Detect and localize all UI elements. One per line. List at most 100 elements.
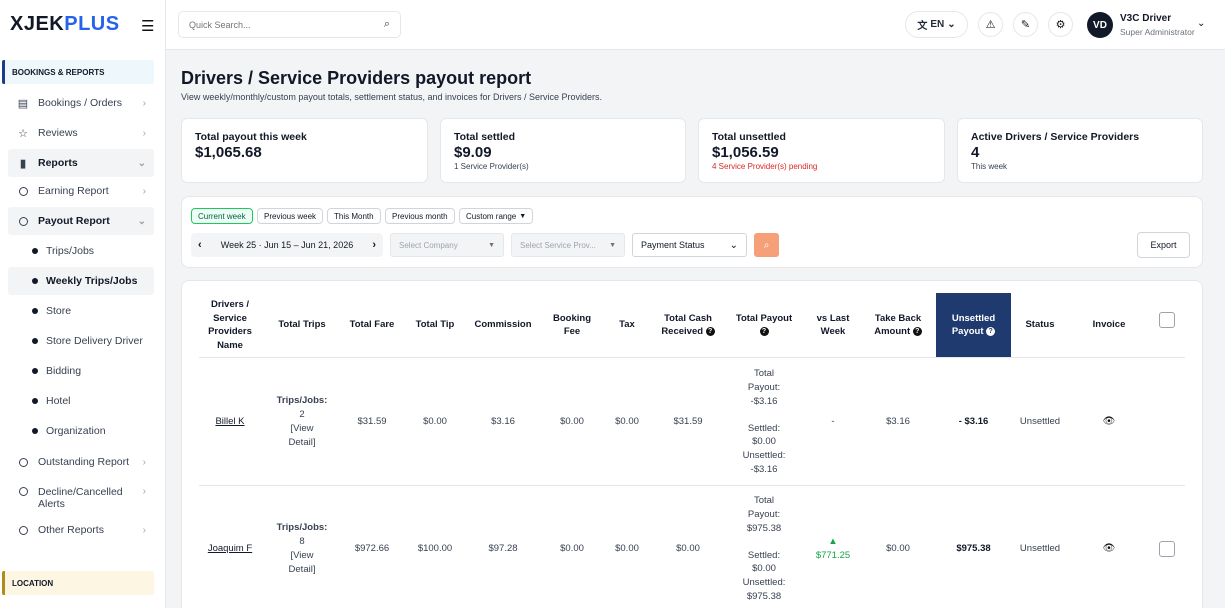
cash-cell: $0.00 [676, 543, 700, 555]
dot-icon [30, 278, 40, 284]
sidebar-item-other-reports[interactable]: Other Reports › [8, 516, 154, 544]
language-selector[interactable]: 文 EN ⌄ [905, 11, 968, 38]
caret-down-icon: ▼ [609, 241, 616, 249]
sidebar-item-trips-jobs[interactable]: Trips/Jobs [8, 237, 154, 265]
commission-cell: $3.16 [491, 416, 515, 428]
range-previous-week[interactable]: Previous week [257, 208, 324, 224]
page-subtitle: View weekly/monthly/custom payout totals… [181, 92, 603, 102]
clipboard-list-icon: ▤ [17, 97, 29, 110]
service-provider-select[interactable]: Select Service Prov... ▼ [511, 233, 625, 257]
topbar: ⌕ 文 EN ⌄ ⚠ ✎ ⚙ VD V3C Driver Super Admin… [166, 0, 1225, 50]
help-icon[interactable]: ? [705, 326, 715, 336]
section-header-bookings: BOOKINGS & REPORTS [2, 60, 154, 84]
bar-chart-icon: ▮ [19, 157, 27, 170]
col-header-cash: Total Cash Received ? [655, 293, 721, 357]
filter-panel: Current week Previous week This Month Pr… [181, 196, 1203, 268]
range-custom[interactable]: Custom range ▼ [459, 208, 534, 224]
dot-icon [30, 368, 40, 374]
sidebar-item-organization[interactable]: Organization [8, 417, 154, 445]
chevron-down-icon: ⌄ [729, 239, 738, 251]
chevron-down-icon: ⌄ [137, 215, 146, 227]
payout-table: Drivers / Service Providers Name Total T… [181, 280, 1203, 608]
help-icon[interactable]: ? [986, 326, 996, 336]
company-select[interactable]: Select Company ▼ [390, 233, 504, 257]
card-total-payout: Total payout this week $1,065.68 [181, 118, 428, 183]
edit-note-icon[interactable]: ✎ [1013, 12, 1038, 37]
dot-icon [30, 428, 40, 434]
alert-triangle-icon[interactable]: ⚠ [978, 12, 1003, 37]
sidebar-item-bookings-orders[interactable]: ▤ Bookings / Orders › [8, 89, 154, 117]
user-name[interactable]: V3C Driver [1120, 13, 1172, 24]
circle-icon [14, 457, 32, 467]
brand-logo[interactable]: XJEKPLUS [10, 13, 120, 35]
payout-cell: Total Payout: -$3.16 Settled: $0.00 Unse… [742, 368, 786, 475]
chevron-right-icon: › [142, 127, 146, 139]
week-selector[interactable]: ‹ Week 25 · Jun 15 – Jun 21, 2026 › [191, 233, 383, 257]
sidebar-item-store[interactable]: Store [8, 297, 154, 325]
sidebar-item-hotel[interactable]: Hotel [8, 387, 154, 415]
chevron-right-icon: › [142, 97, 146, 109]
search-icon[interactable]: ⌕ [383, 18, 390, 30]
section-header-location: LOCATION [2, 571, 154, 595]
search-input[interactable] [189, 19, 359, 30]
col-header-tax: Tax [619, 319, 635, 331]
chevron-down-icon[interactable]: ⌄ [1197, 18, 1206, 29]
sidebar-item-store-delivery-driver[interactable]: Store Delivery Driver [8, 327, 154, 355]
page-title: Drivers / Service Providers payout repor… [181, 68, 532, 88]
quick-search[interactable]: ⌕ [178, 11, 401, 38]
provider-name-link[interactable]: Joaquim F [207, 543, 253, 555]
sidebar: XJEKPLUS ☰ BOOKINGS & REPORTS ▤ Bookings… [0, 0, 166, 608]
sidebar-item-reports[interactable]: ▮ Reports ⌄ [8, 149, 154, 177]
circle-icon [14, 487, 32, 496]
col-header-tip: Total Tip [415, 319, 455, 331]
col-header-invoice: Invoice [1092, 319, 1126, 331]
chevron-left-icon[interactable]: ‹ [198, 239, 202, 251]
gear-icon[interactable]: ⚙ [1048, 12, 1073, 37]
range-current-week[interactable]: Current week [191, 208, 253, 224]
sidebar-item-outstanding-report[interactable]: Outstanding Report › [8, 448, 154, 476]
eye-icon[interactable]: 👁 [1102, 543, 1116, 555]
tax-cell: $0.00 [615, 416, 639, 428]
range-this-month[interactable]: This Month [327, 208, 381, 224]
export-button[interactable]: Export [1137, 232, 1190, 258]
card-total-unsettled: Total unsettled $1,056.59 4 Service Prov… [698, 118, 945, 183]
sidebar-item-earning-report[interactable]: Earning Report › [8, 177, 154, 205]
vs-last-week-cell: - [831, 416, 835, 428]
col-header-trips: Total Trips [278, 319, 326, 331]
caret-down-icon: ▼ [519, 212, 527, 220]
row-checkbox[interactable] [1159, 541, 1175, 557]
take-back-cell: $0.00 [886, 543, 910, 555]
col-header-fare: Total Fare [349, 319, 395, 331]
payment-status-select[interactable]: Payment Status ⌄ [632, 233, 747, 257]
dot-icon [30, 308, 40, 314]
sidebar-item-bidding[interactable]: Bidding [8, 357, 154, 385]
sidebar-item-reviews[interactable]: ☆ Reviews › [8, 119, 154, 147]
chevron-right-icon: › [142, 486, 146, 497]
help-icon[interactable]: ? [759, 326, 769, 336]
view-detail-link[interactable]: [View Detail] [288, 550, 316, 575]
dot-icon [30, 398, 40, 404]
sidebar-item-payout-report[interactable]: Payout Report ⌄ [8, 207, 154, 235]
payout-cell: Total Payout: $975.38 Settled: $0.00 Uns… [742, 495, 786, 602]
tax-cell: $0.00 [615, 543, 639, 555]
col-header-commission: Commission [474, 319, 532, 331]
col-header-booking-fee: Booking Fee [553, 312, 591, 338]
range-previous-month[interactable]: Previous month [385, 208, 455, 224]
commission-cell: $97.28 [488, 543, 518, 555]
user-star-icon: ☆ [18, 127, 28, 140]
sidebar-item-decline-cancelled-alerts[interactable]: Decline/Cancelled Alerts › [8, 484, 154, 514]
trips-cell: Trips/Jobs: 2 [View Detail] [276, 395, 328, 448]
help-icon[interactable]: ? [912, 326, 922, 336]
circle-icon [14, 216, 32, 226]
view-detail-link[interactable]: [View Detail] [288, 423, 316, 448]
eye-icon[interactable]: 👁 [1102, 416, 1116, 428]
chevron-down-icon: ⌄ [137, 157, 146, 169]
provider-name-link[interactable]: Billel K [215, 416, 245, 428]
select-all-checkbox[interactable] [1159, 312, 1175, 328]
sidebar-item-weekly-trips-jobs[interactable]: Weekly Trips/Jobs [8, 267, 154, 295]
chevron-right-icon[interactable]: › [372, 239, 376, 251]
col-header-vs-last-week: vs Last Week [816, 312, 850, 338]
avatar[interactable]: VD [1087, 12, 1113, 38]
menu-toggle-icon[interactable]: ☰ [141, 18, 155, 35]
search-button[interactable]: ⌕ [754, 233, 779, 257]
